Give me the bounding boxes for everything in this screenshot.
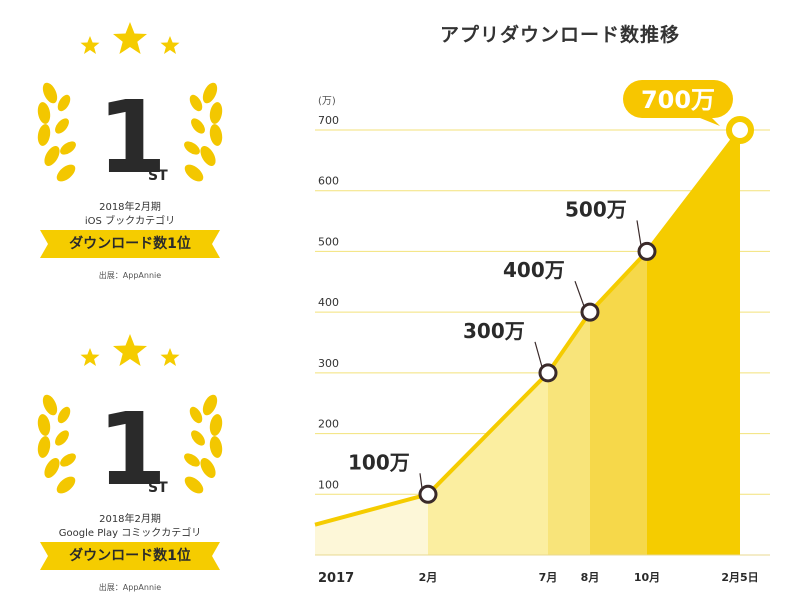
rank-number: 1 bbox=[97, 391, 167, 508]
data-point bbox=[538, 363, 558, 383]
x-tick-label: 2月5日 bbox=[721, 571, 758, 584]
chart-title: アプリダウンロード数推移 bbox=[439, 24, 680, 46]
y-tick-label: 300 bbox=[318, 357, 339, 370]
data-point-highlight bbox=[726, 116, 754, 144]
badge-period: 2018年2月期 bbox=[99, 514, 161, 525]
data-point bbox=[418, 484, 438, 504]
label-leader-line bbox=[574, 280, 585, 307]
rank-ribbon: ダウンロード数1位 bbox=[40, 542, 220, 570]
data-label: 400万 bbox=[503, 258, 565, 282]
ribbon-label: ダウンロード数1位 bbox=[69, 548, 191, 564]
area-segment bbox=[315, 494, 428, 555]
x-tick-label: 8月 bbox=[581, 571, 600, 584]
y-unit-label: (万) bbox=[318, 96, 336, 107]
laurel-wreath-icon bbox=[37, 334, 223, 494]
y-tick-label: 0 bbox=[318, 539, 325, 552]
data-label: 300万 bbox=[463, 319, 525, 343]
star-icon bbox=[160, 36, 180, 54]
x-tick-label: 7月 bbox=[539, 571, 558, 584]
data-point bbox=[580, 302, 600, 322]
area-segment bbox=[428, 372, 548, 555]
callout-badge bbox=[623, 80, 733, 118]
rank-suffix: ST bbox=[148, 480, 168, 496]
badge-source: 出展：AppAnnie bbox=[98, 271, 162, 280]
star-icon bbox=[113, 334, 147, 366]
y-tick-label: 100 bbox=[318, 478, 339, 491]
area-segment bbox=[548, 312, 590, 555]
label-leader-line bbox=[636, 220, 642, 246]
x-year-label: 2017 bbox=[318, 571, 354, 586]
callout-pointer bbox=[700, 118, 720, 126]
y-tick-label: 700 bbox=[318, 114, 339, 127]
callout-label: 700万 bbox=[641, 86, 715, 114]
rank-ribbon: ダウンロード数1位 bbox=[40, 230, 220, 258]
x-tick-label: 10月 bbox=[634, 571, 660, 584]
ribbon-label: ダウンロード数1位 bbox=[69, 236, 191, 252]
data-label: 500万 bbox=[565, 197, 627, 221]
y-tick-label: 200 bbox=[318, 418, 339, 431]
area-segment bbox=[647, 130, 740, 555]
star-icon bbox=[113, 22, 147, 54]
star-icon bbox=[80, 36, 100, 54]
rank-suffix: ST bbox=[148, 168, 168, 184]
badge-period: 2018年2月期 bbox=[99, 202, 161, 213]
data-line bbox=[314, 128, 742, 527]
y-tick-label: 400 bbox=[318, 296, 339, 309]
y-tick-label: 600 bbox=[318, 175, 339, 188]
star-icon bbox=[80, 348, 100, 366]
y-tick-label: 500 bbox=[318, 235, 339, 248]
badge-category: iOS ブックカテゴリ bbox=[84, 216, 176, 227]
label-leader-line bbox=[419, 473, 423, 489]
laurel-wreath-icon bbox=[37, 22, 223, 182]
badge-source: 出展：AppAnnie bbox=[98, 583, 162, 592]
rank-number: 1 bbox=[97, 79, 167, 196]
data-label: 100万 bbox=[348, 450, 410, 474]
award-badge-google-play: 1 ST 2018年2月期 Google Play コミックカテゴリ ダウンロー… bbox=[30, 330, 230, 600]
badge-category: Google Play コミックカテゴリ bbox=[58, 528, 202, 539]
data-point bbox=[637, 241, 657, 261]
area-segment bbox=[590, 251, 647, 555]
award-badge-ios: 1 ST 2018年2月期 iOS ブックカテゴリ ダウンロード数1位 出展：A… bbox=[30, 18, 230, 288]
x-tick-label: 2月 bbox=[419, 571, 438, 584]
label-leader-line bbox=[534, 341, 543, 368]
star-icon bbox=[160, 348, 180, 366]
